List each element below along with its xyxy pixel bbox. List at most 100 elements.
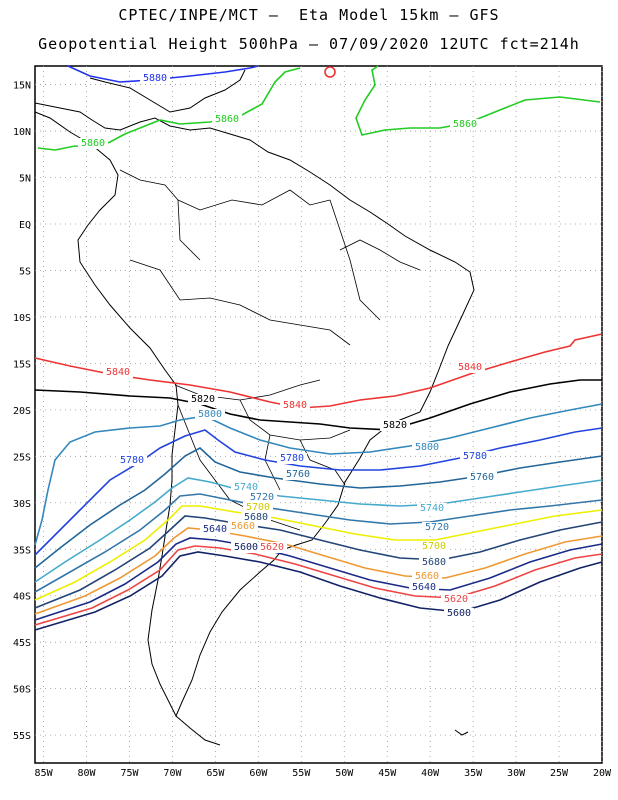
contour-label-bg bbox=[450, 119, 480, 130]
lon-label: 20W bbox=[593, 768, 612, 779]
contour-label-bg bbox=[117, 455, 147, 466]
contour-label-5620: 5620 bbox=[444, 594, 468, 605]
map-frame bbox=[34, 65, 603, 764]
contour-label-bg bbox=[78, 138, 108, 149]
contour-label-5800: 5800 bbox=[415, 442, 439, 453]
contour-label-5640: 5640 bbox=[203, 524, 227, 535]
lon-label: 35W bbox=[464, 768, 483, 779]
contour-label-bg bbox=[212, 114, 242, 125]
lon-label: 55W bbox=[292, 768, 311, 779]
contour-label-5860: 5860 bbox=[81, 138, 105, 149]
contour-5820 bbox=[34, 379, 602, 431]
contour-label-bg bbox=[103, 367, 133, 378]
contour-5780 bbox=[34, 427, 603, 556]
contour-5860-closed bbox=[324, 66, 336, 78]
contour-label-5600: 5600 bbox=[447, 608, 471, 619]
lat-label: EQ bbox=[19, 220, 31, 231]
contour-label-bg bbox=[380, 420, 410, 431]
contour-label-5660: 5660 bbox=[231, 521, 255, 532]
contour-5680 bbox=[34, 515, 603, 609]
lat-label: 15S bbox=[13, 359, 31, 370]
axis-labels: 15N 10N 5N EQ 5S 10S 15S 20S 25S 30S 35S 40S 45S 50S 5… bbox=[13, 81, 612, 779]
contour-label-bg bbox=[277, 453, 307, 464]
lat-label: 55S bbox=[13, 731, 31, 742]
lon-label: 30W bbox=[507, 768, 526, 779]
contour-label-bg bbox=[422, 522, 452, 533]
lat-label: 50S bbox=[13, 685, 31, 696]
lon-label: 75W bbox=[120, 768, 139, 779]
contour-label-5760: 5760 bbox=[470, 472, 494, 483]
contour-label-5660: 5660 bbox=[415, 571, 439, 582]
contour-label-bg bbox=[283, 469, 313, 480]
contour-label-bg bbox=[257, 542, 287, 553]
lat-label: 45S bbox=[13, 638, 31, 649]
contour-labels: 5880 5860 5860 5860 5840 5840 5840 5820 5820 5800… bbox=[78, 73, 497, 619]
contour-label-bg bbox=[195, 409, 225, 420]
contour-label-bg bbox=[280, 400, 310, 411]
contour-label-bg bbox=[241, 512, 271, 523]
lat-label: 30S bbox=[13, 499, 31, 510]
contour-label-5880: 5880 bbox=[143, 73, 167, 84]
contour-label-bg bbox=[417, 503, 447, 514]
title-line-1: CPTEC/INPE/MCT – Eta Model 15km – GFS bbox=[118, 6, 500, 24]
lon-label: 65W bbox=[206, 768, 225, 779]
contour-label-5680: 5680 bbox=[244, 512, 268, 523]
contour-label-bg bbox=[188, 394, 218, 405]
contour-label-5600: 5600 bbox=[234, 542, 258, 553]
lat-label: 40S bbox=[13, 592, 31, 603]
lat-label: 10S bbox=[13, 313, 31, 324]
contour-label-bg bbox=[231, 542, 261, 553]
contour-label-bg bbox=[467, 472, 497, 483]
contour-label-5820: 5820 bbox=[191, 394, 215, 405]
lat-label: 5S bbox=[19, 266, 31, 277]
lon-label: 85W bbox=[35, 768, 54, 779]
contour-label-5620: 5620 bbox=[260, 542, 284, 553]
contour-label-5640: 5640 bbox=[412, 582, 436, 593]
lat-lon-grid bbox=[35, 66, 603, 763]
lat-label: 15N bbox=[13, 81, 31, 92]
contour-label-5700: 5700 bbox=[246, 502, 270, 513]
contour-5860-east bbox=[355, 65, 601, 136]
contour-label-bg bbox=[419, 557, 449, 568]
lon-label: 50W bbox=[335, 768, 354, 779]
title-line-2: Geopotential Height 500hPa – 07/09/2020 … bbox=[38, 35, 580, 53]
contour-label-5780: 5780 bbox=[120, 455, 144, 466]
contour-label-5740: 5740 bbox=[420, 503, 444, 514]
lat-label: 35S bbox=[13, 545, 31, 556]
contour-5840 bbox=[34, 333, 603, 409]
lon-label: 45W bbox=[378, 768, 397, 779]
contour-label-bg bbox=[140, 73, 170, 84]
contour-label-5780: 5780 bbox=[280, 453, 304, 464]
lat-label: 25S bbox=[13, 452, 31, 463]
contour-5640 bbox=[34, 537, 603, 621]
contour-5600 bbox=[34, 551, 603, 631]
contour-label-5680: 5680 bbox=[422, 557, 446, 568]
lon-label: 80W bbox=[78, 768, 97, 779]
contour-label-bg bbox=[200, 524, 230, 535]
contour-label-5800: 5800 bbox=[198, 409, 222, 420]
lon-label: 60W bbox=[249, 768, 268, 779]
lat-label: 5N bbox=[19, 174, 31, 185]
contour-label-5840: 5840 bbox=[106, 367, 130, 378]
contour-label-bg bbox=[228, 521, 258, 532]
contour-label-bg bbox=[243, 502, 273, 513]
lat-label: 20S bbox=[13, 406, 31, 417]
contour-label-5840: 5840 bbox=[458, 362, 482, 373]
contour-label-5860: 5860 bbox=[453, 119, 477, 130]
contour-label-5780: 5780 bbox=[463, 451, 487, 462]
contour-label-5840: 5840 bbox=[283, 400, 307, 411]
contour-label-bg bbox=[419, 541, 449, 552]
lon-label: 70W bbox=[163, 768, 182, 779]
contour-label-5740: 5740 bbox=[234, 482, 258, 493]
lon-label: 40W bbox=[421, 768, 440, 779]
contour-label-5760: 5760 bbox=[286, 469, 310, 480]
lat-label: 10N bbox=[13, 127, 31, 138]
contour-label-5720: 5720 bbox=[250, 492, 274, 503]
contour-label-bg bbox=[455, 362, 485, 373]
contour-label-bg bbox=[231, 482, 261, 493]
contour-label-bg bbox=[444, 608, 474, 619]
contour-label-bg bbox=[460, 451, 490, 462]
country-borders bbox=[119, 169, 421, 531]
lon-label: 25W bbox=[550, 768, 569, 779]
